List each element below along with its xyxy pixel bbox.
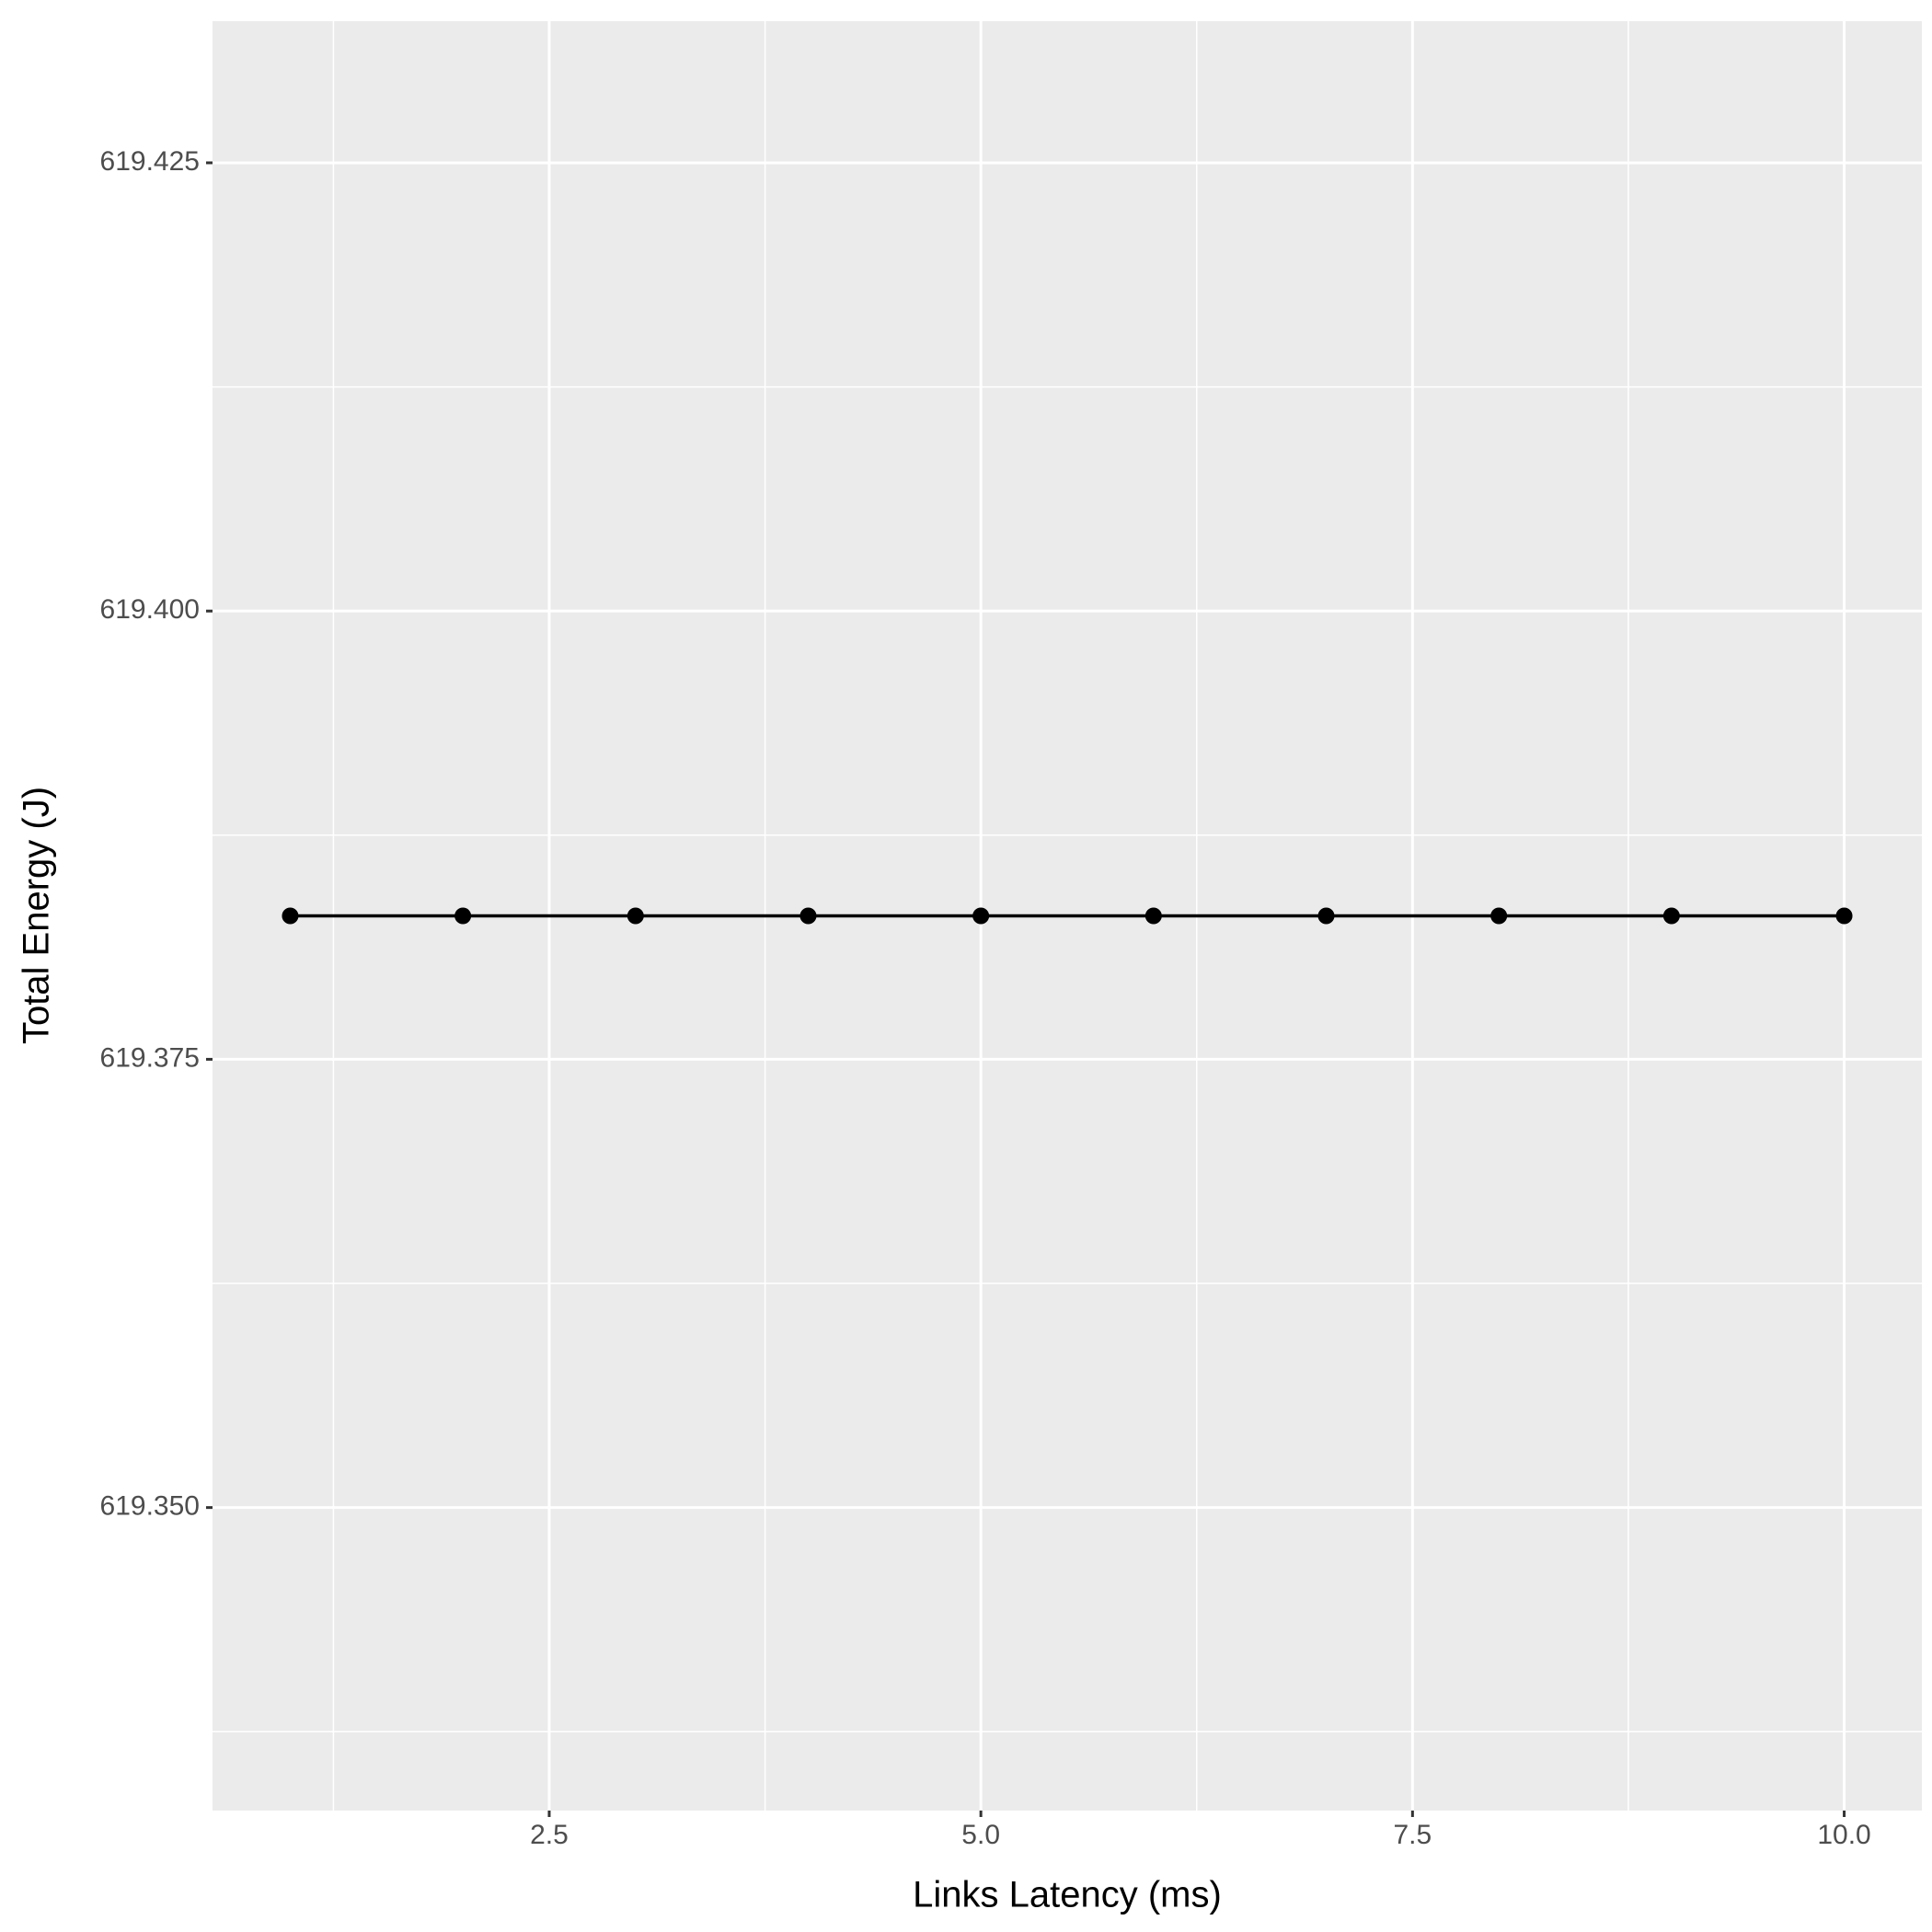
point — [627, 907, 644, 925]
point — [1317, 907, 1335, 925]
point — [972, 907, 990, 925]
y-tick-label: 619.425 — [100, 146, 200, 177]
y-tick-label: 619.350 — [100, 1491, 200, 1522]
point — [1144, 907, 1162, 925]
y-tick-label: 619.375 — [100, 1042, 200, 1073]
point — [1835, 907, 1853, 925]
point — [454, 907, 472, 925]
y-tick-label: 619.400 — [100, 594, 200, 625]
x-tick-label: 2.5 — [530, 1820, 569, 1850]
point — [1490, 907, 1508, 925]
x-axis-title: Links Latency (ms) — [913, 1875, 1222, 1915]
y-axis-title: Total Energy (J) — [17, 787, 57, 1044]
point — [799, 907, 817, 925]
x-tick-label: 5.0 — [961, 1820, 1000, 1850]
point — [282, 907, 299, 925]
marks — [282, 907, 1853, 925]
x-tick-label: 7.5 — [1393, 1820, 1432, 1850]
x-tick-label: 10.0 — [1817, 1820, 1870, 1850]
point — [1662, 907, 1680, 925]
